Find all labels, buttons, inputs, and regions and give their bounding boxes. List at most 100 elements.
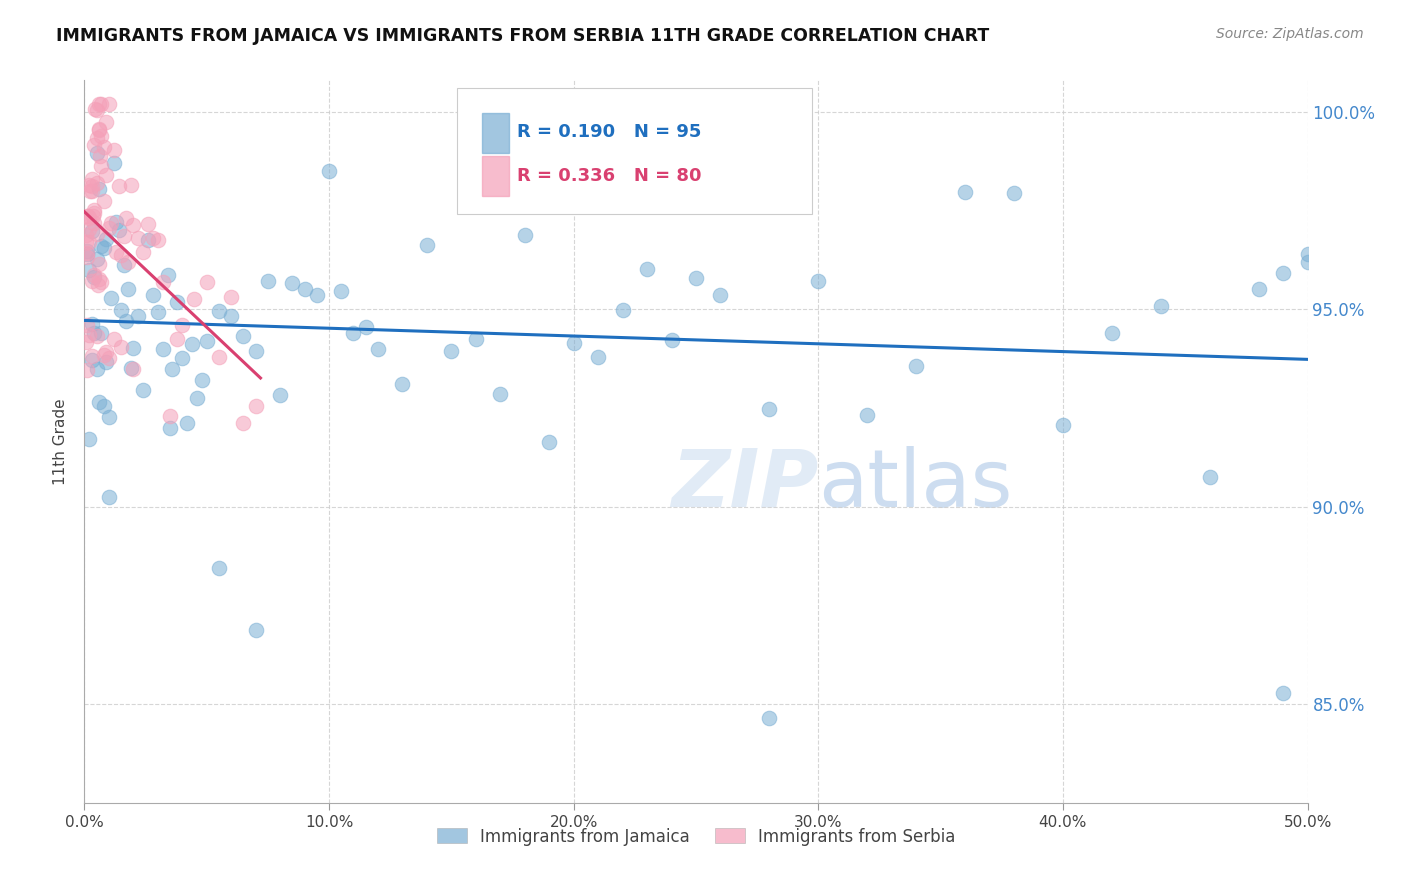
Point <box>83 138 105 153</box>
Point <box>112 258 135 272</box>
Point <box>80 274 103 288</box>
Point <box>1296 246 1319 260</box>
Point <box>685 271 707 285</box>
Point <box>107 223 129 237</box>
Text: atlas: atlas <box>818 446 1012 524</box>
Point <box>87 278 110 293</box>
Point <box>269 388 291 402</box>
Point <box>103 331 125 345</box>
Point <box>208 303 231 318</box>
Point <box>87 394 110 409</box>
Point <box>87 97 110 112</box>
Point <box>103 156 125 170</box>
Point <box>1272 686 1295 700</box>
Point <box>80 353 103 368</box>
Point <box>166 332 188 346</box>
Point <box>97 220 120 235</box>
Point <box>90 326 112 340</box>
Point <box>80 350 103 364</box>
Point <box>1247 282 1270 296</box>
Point <box>80 224 103 238</box>
Point <box>76 250 98 264</box>
Point <box>86 131 108 145</box>
Point <box>1150 299 1173 313</box>
Point <box>661 334 683 348</box>
Point <box>103 143 125 157</box>
Point <box>208 561 231 575</box>
Point <box>294 282 316 296</box>
Point <box>191 373 214 387</box>
Point <box>305 288 328 302</box>
Point <box>734 151 756 165</box>
Point <box>110 248 132 262</box>
Point <box>100 216 122 230</box>
Point <box>110 303 132 318</box>
Point <box>489 387 512 401</box>
Text: R = 0.190   N = 95: R = 0.190 N = 95 <box>517 123 702 141</box>
Point <box>1052 418 1074 433</box>
Point <box>122 341 145 355</box>
Point <box>122 362 145 376</box>
Point <box>75 235 97 250</box>
Point <box>86 103 108 117</box>
Point <box>82 209 104 223</box>
Point <box>146 233 169 247</box>
Point <box>89 149 111 163</box>
Point <box>76 363 98 377</box>
Point <box>90 128 112 143</box>
Point <box>83 268 105 283</box>
Point <box>90 275 112 289</box>
Point <box>77 222 100 236</box>
Point <box>93 140 115 154</box>
Point <box>96 345 118 359</box>
Point <box>152 342 174 356</box>
Point <box>77 263 100 277</box>
Point <box>77 211 100 226</box>
Point <box>90 159 112 173</box>
Point <box>440 343 463 358</box>
Point <box>84 102 107 116</box>
Point <box>1198 469 1220 483</box>
Point <box>120 178 142 193</box>
Point <box>636 261 658 276</box>
Point <box>75 227 97 242</box>
Point <box>80 318 103 332</box>
Point <box>80 184 103 198</box>
Point <box>146 305 169 319</box>
Point <box>391 377 413 392</box>
Point <box>83 202 105 217</box>
Point <box>86 252 108 266</box>
Point <box>612 303 634 318</box>
Point <box>176 417 198 431</box>
Point <box>1272 267 1295 281</box>
Point <box>75 334 97 349</box>
Point <box>208 351 231 365</box>
Point <box>96 355 118 369</box>
Point <box>281 276 304 290</box>
Text: R = 0.336   N = 80: R = 0.336 N = 80 <box>517 167 702 185</box>
Point <box>195 276 218 290</box>
FancyBboxPatch shape <box>482 156 509 196</box>
Point <box>100 291 122 305</box>
Point <box>107 178 129 193</box>
Point <box>105 214 128 228</box>
Point <box>318 163 340 178</box>
Point <box>83 270 105 285</box>
Point <box>83 205 105 219</box>
Point <box>1101 326 1123 340</box>
Point <box>97 410 120 425</box>
Point <box>219 290 242 304</box>
Point <box>354 320 377 334</box>
Point <box>562 335 585 350</box>
Point <box>77 235 100 249</box>
Point <box>80 178 103 193</box>
Point <box>97 97 120 112</box>
Point <box>159 409 181 423</box>
Point <box>86 362 108 376</box>
Point <box>172 351 194 365</box>
Point <box>96 168 118 182</box>
Point <box>709 287 731 301</box>
Point <box>758 401 780 416</box>
Point <box>112 228 135 243</box>
Point <box>93 194 115 209</box>
